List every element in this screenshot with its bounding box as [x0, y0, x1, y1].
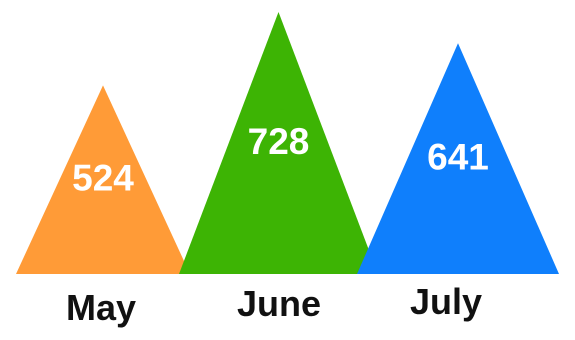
category-label-june: June	[237, 283, 321, 324]
category-label-may: May	[66, 287, 136, 328]
data-label-may: 524	[72, 157, 134, 198]
data-label-july: 641	[427, 137, 489, 178]
triangle-bar-june	[179, 12, 378, 274]
data-label-june: 728	[248, 121, 310, 162]
triangle-bar-july	[357, 43, 559, 274]
category-label-july: July	[410, 281, 482, 322]
triangle-bar-may	[16, 85, 190, 275]
